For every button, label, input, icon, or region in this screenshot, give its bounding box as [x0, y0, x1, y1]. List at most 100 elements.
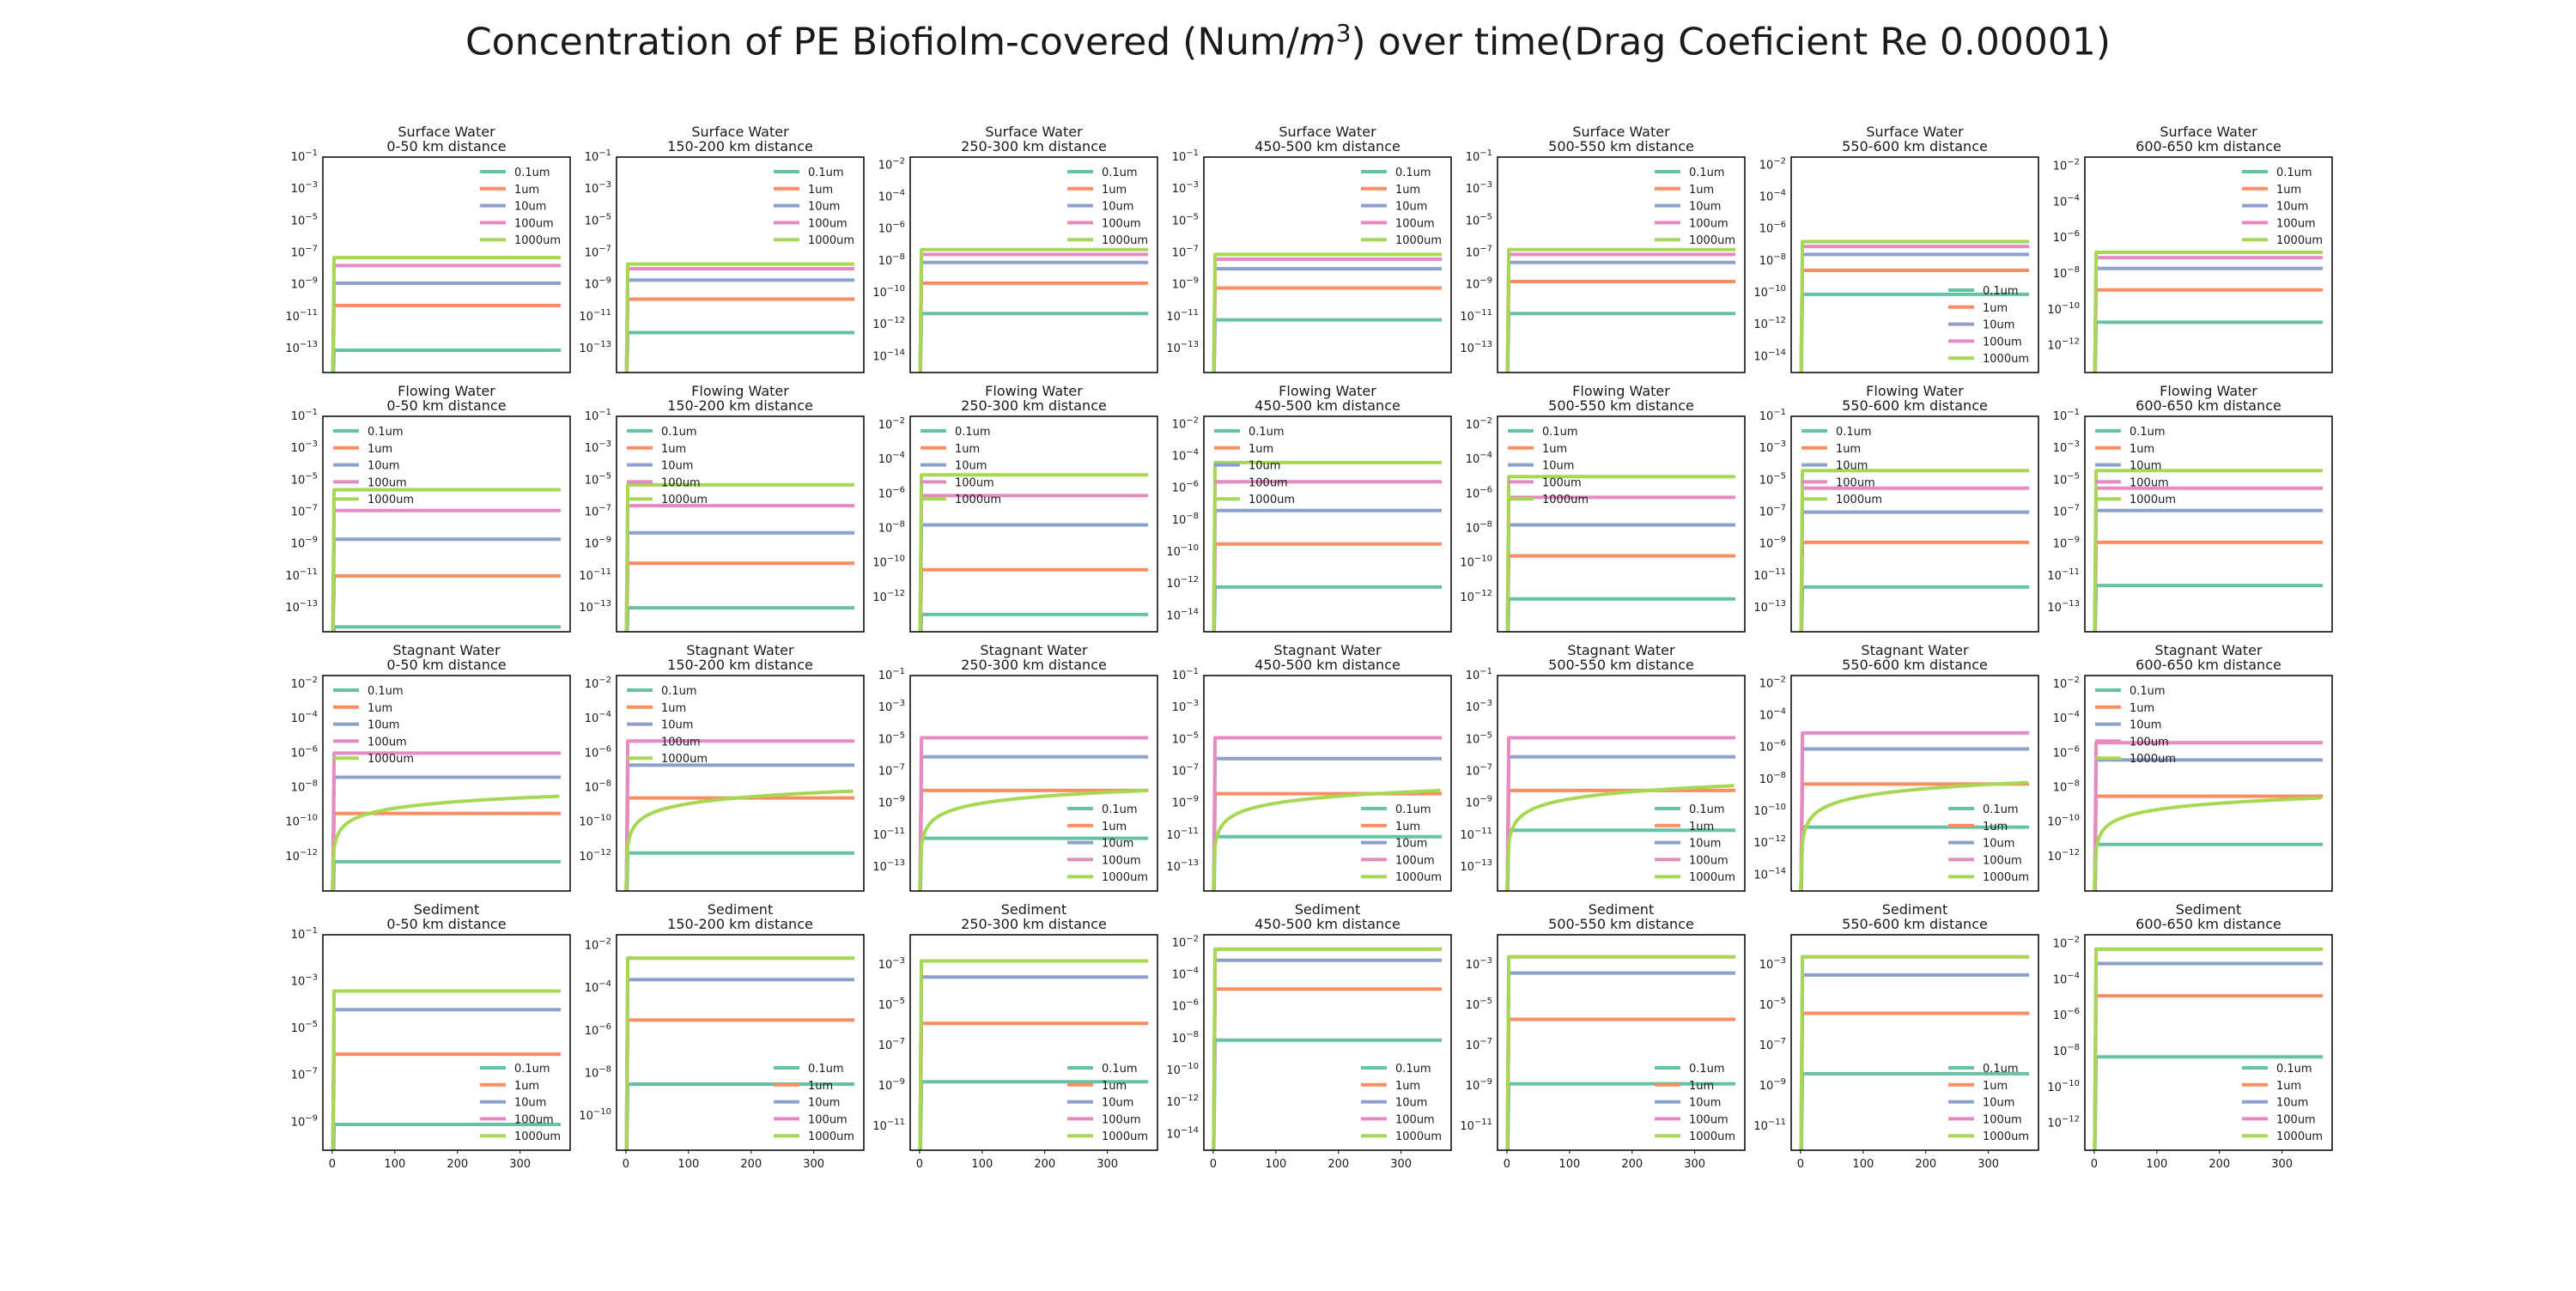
subplot-subtitle: 450-500 km distance: [1255, 916, 1400, 932]
legend-label: 10um: [1102, 201, 1133, 214]
axes-frame: [1203, 675, 1452, 892]
legend-label: 1um: [661, 702, 686, 715]
y-tick-label: 10−14: [1166, 607, 1199, 622]
y-tick-label: 10−7: [585, 245, 611, 260]
legend-label: 0.1um: [1395, 1063, 1431, 1076]
legend: 0.1um 1um 10um 100um 1000um: [1067, 1063, 1148, 1143]
y-tick-label: 10−13: [1753, 599, 1786, 615]
legend-label: 10um: [661, 460, 693, 473]
y-tick-label: 10−1: [291, 148, 318, 164]
legend: 0.1um 1um 10um 100um 1000um: [1361, 803, 1442, 884]
y-tick-label: 10−3: [1466, 180, 1492, 196]
legend: 0.1um 1um 10um 100um 1000um: [1214, 426, 1295, 506]
axes-frame: [909, 675, 1158, 892]
legend: 0.1um 1um 10um 100um 1000um: [2242, 1063, 2323, 1143]
y-tick-label: 10−10: [1753, 803, 1786, 818]
title-exponent: 3: [1335, 19, 1352, 47]
legend-label: 1000um: [1836, 494, 1882, 506]
y-tick-label: 10−8: [1172, 512, 1199, 527]
y-tick-label: 10−11: [2047, 567, 2080, 583]
x-tick-label: 100: [1852, 1158, 1874, 1171]
y-tick-label: 10−11: [1753, 1118, 1786, 1133]
y-tick-label: 10−4: [1466, 451, 1492, 466]
series-line-1000um: [1212, 947, 1443, 1150]
subplot-title: Stagnant Water: [392, 642, 501, 658]
legend-label: 1um: [1983, 821, 2008, 833]
y-tick-exponent: −5: [1186, 730, 1199, 740]
subplot-subtitle: 150-200 km distance: [667, 657, 813, 673]
subplot-title: Surface Water: [2160, 124, 2257, 140]
series-group: [1212, 947, 1443, 1150]
legend-label: 100um: [808, 1113, 848, 1126]
y-tick-label: 10−7: [1172, 763, 1199, 779]
series-line-1000um: [1798, 780, 2028, 891]
subplot-subtitle: 550-600 km distance: [1842, 657, 1988, 673]
y-tick-exponent: −2: [1479, 416, 1492, 426]
series-group: [1211, 736, 1443, 891]
series-line-10um: [1799, 973, 2030, 1150]
y-tick-exponent: −8: [1186, 512, 1199, 521]
y-tick-label: 10−5: [1759, 997, 1786, 1012]
legend-label: 1000um: [1102, 234, 1148, 247]
x-tick-label: 100: [2146, 1158, 2167, 1171]
y-tick-exponent: −13: [1474, 340, 1492, 349]
y-tick-label: 10−10: [285, 814, 318, 829]
legend-label: 0.1um: [2276, 1063, 2312, 1076]
legend-label: 100um: [1689, 217, 1728, 230]
y-tick-label: 10−1: [1466, 148, 1492, 164]
legend-label: 0.1um: [2276, 167, 2312, 179]
y-tick-exponent: −14: [1768, 866, 1786, 876]
y-tick-exponent: −1: [598, 148, 611, 158]
legend-label: 10um: [1249, 460, 1280, 473]
x-tick-label: 100: [971, 1158, 993, 1171]
y-tick-label: 10−3: [1759, 439, 1786, 455]
y-tick-exponent: −10: [2062, 814, 2080, 823]
legend: 0.1um 1um 10um 100um 1000um: [1508, 426, 1589, 506]
axes-frame: [322, 675, 571, 892]
y-tick-label: 10−3: [2053, 439, 2080, 455]
legend-label: 1um: [1689, 184, 1714, 197]
legend-label: 0.1um: [808, 1063, 844, 1076]
y-tick-label: 10−7: [1466, 245, 1492, 260]
y-tick-label: 10−4: [878, 188, 905, 203]
legend-label: 1um: [1983, 302, 2008, 315]
legend: 0.1um 1um 10um 100um 1000um: [2095, 426, 2176, 506]
y-tick-label: 10−12: [1460, 589, 1492, 604]
y-tick-exponent: −4: [598, 979, 611, 989]
legend-label: 0.1um: [1689, 803, 1725, 816]
legend-label: 1um: [2276, 184, 2301, 197]
y-tick-exponent: −1: [1479, 148, 1492, 158]
y-tick-label: 10−5: [291, 212, 318, 227]
y-tick-label: 10−4: [585, 979, 611, 995]
y-tick-exponent: −8: [2067, 1043, 2080, 1052]
y-tick-exponent: −4: [2067, 971, 2080, 980]
y-tick-exponent: −7: [1479, 763, 1492, 773]
subplot-subtitle: 600-650 km distance: [2136, 657, 2281, 673]
y-tick-label: 10−8: [1466, 520, 1492, 536]
y-tick-exponent: −7: [1186, 763, 1199, 773]
y-tick-exponent: −8: [892, 252, 905, 262]
subplot-title: Flowing Water: [1572, 383, 1670, 399]
y-tick-label: 10−3: [291, 973, 318, 989]
y-tick-label: 10−3: [1172, 699, 1199, 714]
y-tick-exponent: −5: [1479, 730, 1492, 740]
series-line-1000um: [1505, 955, 1736, 1150]
legend-label: 0.1um: [1102, 167, 1138, 179]
subplot-subtitle: 500-550 km distance: [1548, 397, 1694, 414]
y-tick-exponent: −10: [2062, 301, 2080, 311]
legend-label: 1um: [1983, 1080, 2008, 1093]
legend-label: 1000um: [2276, 1130, 2323, 1143]
series-line-1000um: [2092, 796, 2322, 891]
y-tick-exponent: −2: [892, 416, 905, 426]
subplot-title: Stagnant Water: [1567, 642, 1675, 658]
y-tick-label: 10−2: [1759, 156, 1786, 172]
legend-label: 1000um: [1689, 871, 1735, 884]
y-tick-label: 10−13: [1460, 340, 1492, 355]
y-tick-exponent: −5: [1479, 997, 1492, 1006]
axes-frame: [909, 156, 1158, 373]
y-tick-exponent: −2: [1186, 415, 1199, 425]
y-tick-exponent: −2: [1773, 156, 1786, 166]
y-tick-exponent: −8: [892, 520, 905, 530]
